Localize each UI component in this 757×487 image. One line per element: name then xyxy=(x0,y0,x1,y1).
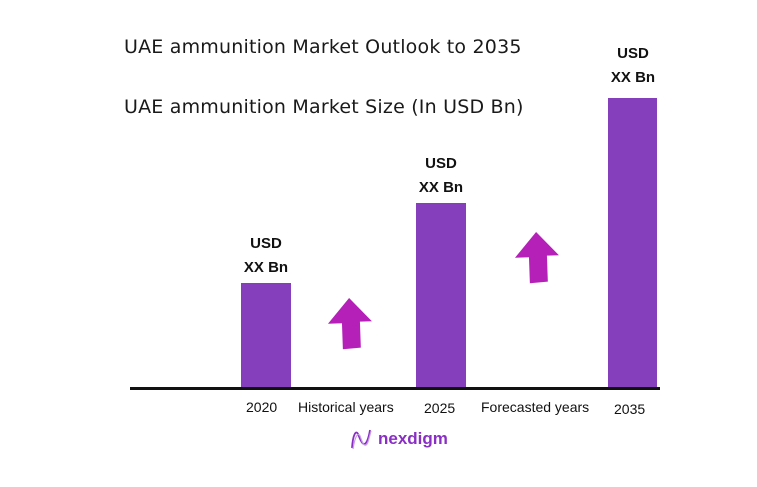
x-axis-line xyxy=(130,387,660,390)
bar-2020 xyxy=(241,283,291,388)
growth-arrow-up-icon xyxy=(327,298,372,350)
value-currency: USD xyxy=(425,155,457,172)
x-tick-2035: 2035 xyxy=(614,401,646,417)
growth-arrow-up-icon xyxy=(514,232,559,284)
period-label-historical: Historical years xyxy=(298,399,394,415)
bar-2025 xyxy=(416,203,466,388)
bar-2035 xyxy=(608,98,657,388)
nexdigm-wave-icon xyxy=(351,429,372,450)
x-tick-2025: 2025 xyxy=(424,400,456,416)
chart-subtitle: UAE ammunition Market Size (In USD Bn) xyxy=(124,96,524,118)
value-amount: XX Bn xyxy=(610,69,656,86)
period-label-forecasted: Forecasted years xyxy=(481,399,590,415)
brand-name: nexdigm xyxy=(378,429,448,448)
brand-logo: nexdigm xyxy=(350,428,448,450)
x-tick-2020: 2020 xyxy=(246,399,278,415)
value-amount: XX Bn xyxy=(418,179,464,196)
chart-title: UAE ammunition Market Outlook to 2035 xyxy=(124,36,522,58)
value-amount: XX Bn xyxy=(243,259,289,276)
bar-value-label-2035: USD XX Bn xyxy=(588,42,678,90)
value-currency: USD xyxy=(617,45,649,62)
bar-value-label-2020: USD XX Bn xyxy=(221,232,311,280)
bar-value-label-2025: USD XX Bn xyxy=(396,152,486,200)
value-currency: USD xyxy=(250,235,282,252)
